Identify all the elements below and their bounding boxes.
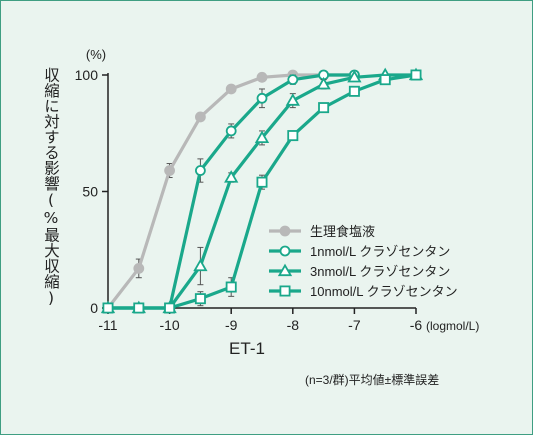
series-3-point [347,69,362,83]
y-unit-label: (%) [86,47,106,62]
series-4-point [256,176,268,188]
footnote: (n=3/群)平均値±標準誤差 [305,372,439,387]
x-tick-label: -9 [225,317,238,333]
x-tick-label: -10 [159,317,179,333]
series-1-point [256,71,268,83]
legend-label: 10nmol/L クラゾセンタン [310,284,458,299]
series-3-point [193,258,208,272]
series-2-point [256,92,268,104]
series-2-point [225,125,237,137]
series-4-point [225,281,237,293]
legend-label: 生理食塩液 [310,224,375,239]
series-4-point [287,130,299,142]
legend-marker [277,263,293,277]
series-1-point [164,165,176,176]
legend-marker [279,245,291,257]
x-axis-title: ET-1 [229,339,265,358]
y-tick-label: 50 [82,184,98,200]
legend-marker [279,225,291,237]
series-1-point [225,83,237,95]
x-unit-label: (logmol/L) [426,319,479,333]
legend-marker [279,285,291,297]
series-4-point [194,293,206,305]
series-4-point [164,302,176,314]
series-3-point [254,130,270,144]
y-axis-label: 収縮に対する影響(%最大収縮) [42,67,60,307]
series-3-point [224,170,239,183]
legend-label: 1nmol/L クラゾセンタン [310,244,450,259]
series-4-point [379,74,391,86]
x-tick-label: -8 [287,317,300,333]
series-2-point [287,74,299,86]
series-4-point [318,102,330,114]
series-2-point [194,165,206,176]
series-4-point [133,302,145,314]
y-tick-label: 0 [90,300,98,316]
series-1-point [133,262,145,274]
y-tick-label: 100 [75,67,99,83]
x-tick-label: -6 [410,317,423,333]
x-tick-label: -7 [348,317,361,333]
series-4-point [348,85,360,97]
series-3-point [285,93,300,106]
x-tick-label: -11 [98,317,117,333]
series-4-point [102,302,114,314]
legend-label: 3nmol/L クラゾセンタン [310,264,450,279]
series-3-point [316,76,331,90]
series-4-point [410,69,422,81]
series-1-point [194,111,206,123]
